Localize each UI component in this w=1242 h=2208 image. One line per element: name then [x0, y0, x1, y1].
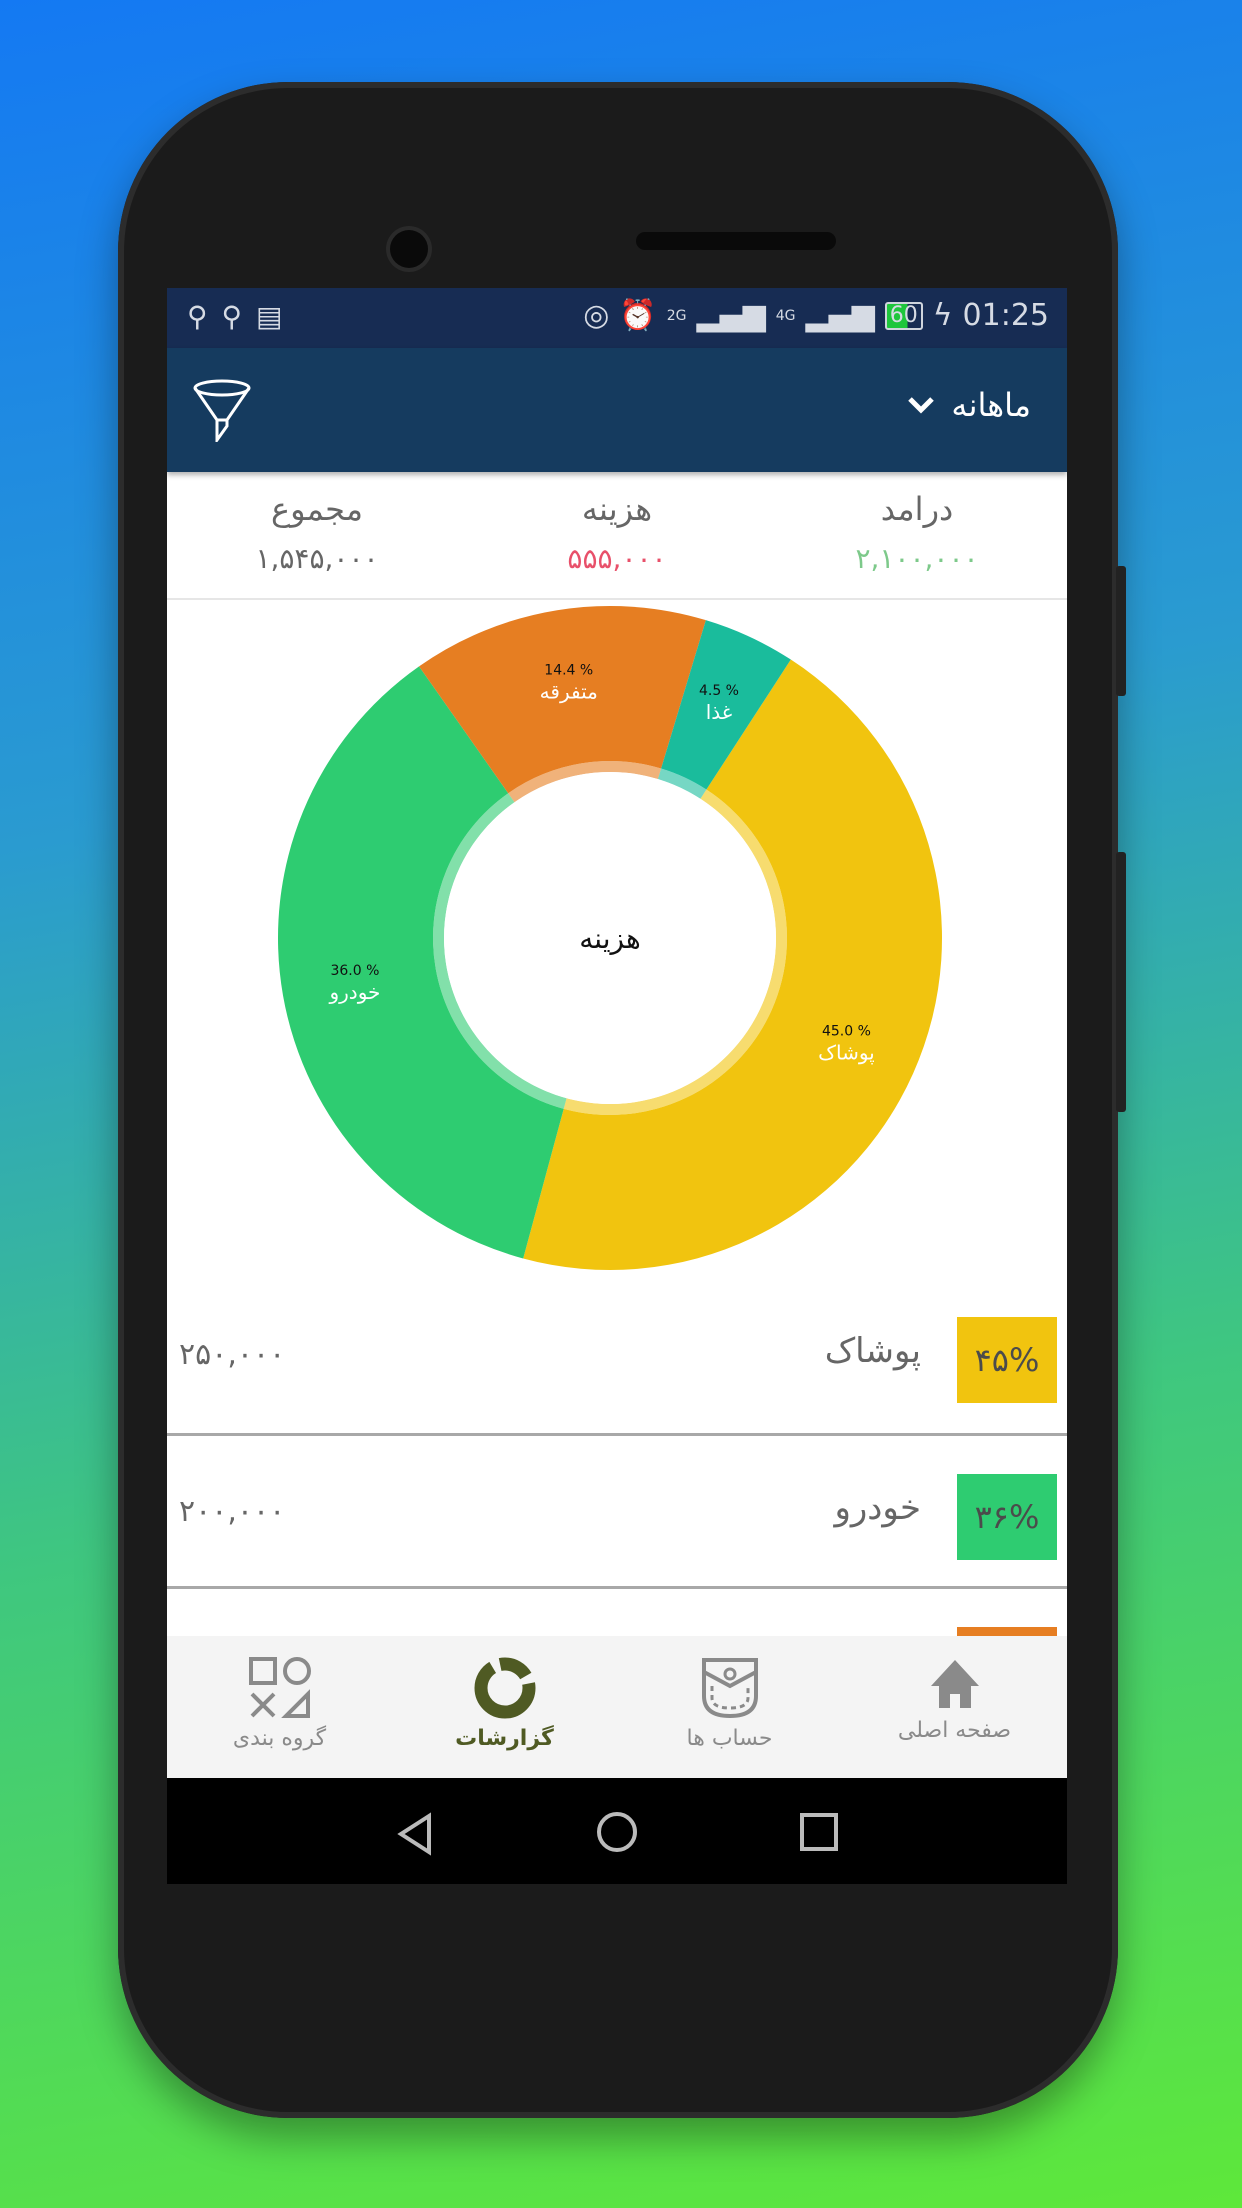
donut-svg: 45.0 %پوشاک 36.0 %خودرو 14.4 %متفرقه 4.5 %غ… — [278, 606, 942, 1270]
network-label: 2G — [666, 307, 687, 324]
donut-hole — [444, 772, 776, 1104]
nav-reports[interactable]: گزارشات — [392, 1636, 617, 1778]
battery-icon: 60 — [884, 301, 923, 330]
pie-slice[interactable] — [523, 659, 942, 1270]
recents-icon[interactable] — [799, 1812, 839, 1852]
slice-percent-label: 4.5 % — [699, 683, 739, 699]
summary-panel: درامد ۲,۱۰۰,۰۰۰ هزینه ۵۵۵,۰۰۰ مجموع ۱,۵۴… — [167, 472, 1067, 600]
slice-percent-label: 45.0 % — [822, 1024, 871, 1040]
category-name: خودرو — [834, 1488, 921, 1528]
pie-slice[interactable] — [278, 666, 564, 1259]
pie-slice-inner-band — [657, 768, 707, 799]
period-label: ماهانه — [951, 386, 1031, 424]
earpiece — [636, 232, 836, 250]
clock: 01:25 — [962, 298, 1049, 333]
nav-home[interactable]: صفحه اصلی — [842, 1636, 1067, 1778]
pie-slice[interactable] — [419, 606, 706, 794]
nav-label: حساب ها — [686, 1726, 773, 1751]
total-summary: مجموع ۱,۵۴۵,۰۰۰ — [167, 472, 467, 575]
nav-grouping[interactable]: گروه بندی — [167, 1636, 392, 1778]
slice-name-label: متفرقه — [540, 679, 598, 703]
calendar-icon: ▤ — [256, 300, 283, 333]
income-label: درامد — [880, 490, 954, 528]
charging-icon: ϟ — [932, 298, 953, 333]
period-dropdown[interactable]: ماهانه — [907, 386, 1031, 424]
hotspot-icon: ◎ — [583, 298, 610, 333]
pie-slice-inner-band — [432, 793, 567, 1109]
income-value: ۲,۱۰۰,۰۰۰ — [855, 542, 979, 575]
system-navigation-bar — [167, 1778, 1067, 1884]
category-name: پوشاک — [824, 1331, 921, 1371]
pie-slice[interactable] — [661, 620, 791, 790]
total-value: ۱,۵۴۵,۰۰۰ — [255, 542, 379, 575]
network-label: 4G — [775, 307, 796, 324]
percent-badge: ۴۵% — [957, 1317, 1057, 1403]
alarm-icon: ⏰ — [619, 298, 657, 333]
total-label: مجموع — [271, 490, 363, 528]
usb-icon: ⚲ — [221, 300, 243, 333]
bottom-navigation: صفحه اصلی حساب ها گزارشات گروه بندی — [167, 1636, 1067, 1778]
volume-button — [1116, 852, 1126, 1112]
shapes-icon — [248, 1657, 311, 1718]
expense-summary: هزینه ۵۵۵,۰۰۰ — [467, 472, 767, 575]
nav-accounts[interactable]: حساب ها — [617, 1636, 842, 1778]
list-item[interactable]: ۳۶% خودرو ۲۰۰,۰۰۰ — [167, 1436, 1067, 1589]
chevron-down-icon — [908, 397, 935, 414]
expense-label: هزینه — [581, 490, 653, 528]
slice-percent-label: 14.4 % — [544, 662, 593, 678]
back-icon[interactable] — [395, 1812, 435, 1856]
nav-label: صفحه اصلی — [897, 1718, 1012, 1743]
power-button — [1116, 566, 1126, 696]
nav-label: گروه بندی — [232, 1726, 327, 1751]
usb-icon: ⚲ — [187, 300, 208, 333]
home-circle-icon[interactable] — [595, 1810, 639, 1854]
screen: ⚲ ⚲ ▤ ◎ ⏰ 2G ▂▄▆ 4G ▂▄▆ 60 ϟ 01:25 ماهانه … — [167, 288, 1067, 1884]
nav-label: گزارشات — [455, 1726, 554, 1751]
expense-donut-chart: 45.0 % پوشاک 36.0 % خودرو 14.4 % متفرقه 4.5 % غ… — [167, 600, 1067, 1280]
pie-slice-inner-band — [508, 761, 662, 803]
home-icon — [930, 1660, 979, 1708]
pocket-icon — [701, 1658, 758, 1719]
status-bar: ⚲ ⚲ ▤ ◎ ⏰ 2G ▂▄▆ 4G ▂▄▆ 60 ϟ 01:25 — [167, 288, 1067, 348]
front-camera — [390, 230, 428, 268]
income-summary: درامد ۲,۱۰۰,۰۰۰ — [767, 472, 1067, 575]
funnel-icon[interactable] — [191, 378, 253, 446]
slice-percent-label: 36.0 % — [330, 963, 379, 979]
category-amount: ۲۵۰,۰۰۰ — [179, 1337, 286, 1372]
report-ring-icon — [474, 1657, 535, 1719]
signal-icon: ▂▄▆ — [696, 298, 766, 333]
slice-name-label: غذا — [706, 700, 733, 724]
percent-badge: ۳۶% — [957, 1474, 1057, 1560]
center-label: هزینه — [579, 922, 640, 955]
app-header: ماهانه — [167, 348, 1067, 472]
slice-name-label: پوشاک — [818, 1041, 875, 1066]
signal-icon: ▂▄▆ — [805, 298, 875, 333]
list-item[interactable]: ۴۵% پوشاک ۲۵۰,۰۰۰ — [167, 1279, 1067, 1436]
slice-name-label: خودرو — [328, 980, 380, 1004]
expense-value: ۵۵۵,۰۰۰ — [567, 542, 667, 575]
category-amount: ۲۰۰,۰۰۰ — [179, 1494, 286, 1529]
